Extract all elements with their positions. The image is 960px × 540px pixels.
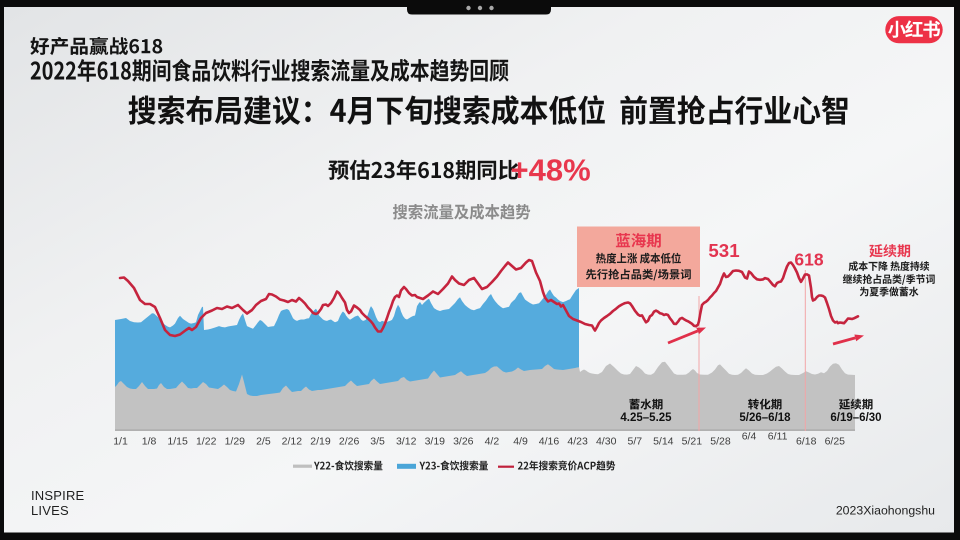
svg-text:6/19–6/30: 6/19–6/30 <box>830 412 881 424</box>
svg-text:3/26: 3/26 <box>453 436 474 448</box>
svg-text:5/14: 5/14 <box>653 436 674 448</box>
svg-text:3/19: 3/19 <box>425 436 446 448</box>
svg-text:INSPIRE: INSPIRE <box>31 488 85 503</box>
svg-text:6/25: 6/25 <box>825 436 846 448</box>
svg-text:LIVES: LIVES <box>31 503 69 518</box>
svg-text:1/15: 1/15 <box>167 436 188 448</box>
svg-text:4.25–5.25: 4.25–5.25 <box>620 412 672 424</box>
svg-text:4/2: 4/2 <box>485 436 500 448</box>
svg-text:1/22: 1/22 <box>196 436 217 448</box>
svg-text:6/11: 6/11 <box>768 431 788 443</box>
svg-text:2/26: 2/26 <box>339 436 360 448</box>
svg-text:5/26–6/18: 5/26–6/18 <box>739 412 791 424</box>
svg-text:4/23: 4/23 <box>567 436 588 448</box>
svg-text:4/16: 4/16 <box>539 436 560 448</box>
svg-text:5/28: 5/28 <box>710 436 731 448</box>
svg-text:1/29: 1/29 <box>225 436 246 448</box>
svg-text:6/18: 6/18 <box>796 436 817 448</box>
svg-text:618: 618 <box>794 250 823 270</box>
svg-text:531: 531 <box>708 240 739 261</box>
svg-text:2/19: 2/19 <box>310 436 331 448</box>
svg-text:2023Xiaohongshu: 2023Xiaohongshu <box>836 504 935 518</box>
svg-text:5/21: 5/21 <box>682 436 703 448</box>
svg-text:1/1: 1/1 <box>113 436 128 448</box>
svg-text:+48%: +48% <box>511 153 591 188</box>
svg-text:4/30: 4/30 <box>596 436 617 448</box>
svg-text:6/4: 6/4 <box>742 431 757 443</box>
svg-text:3/5: 3/5 <box>370 436 385 448</box>
svg-text:2/5: 2/5 <box>256 436 271 448</box>
svg-text:4/9: 4/9 <box>513 436 528 448</box>
svg-text:1/8: 1/8 <box>142 436 157 448</box>
svg-text:3/12: 3/12 <box>396 436 417 448</box>
svg-text:5/7: 5/7 <box>627 436 642 448</box>
svg-text:2/12: 2/12 <box>282 436 303 448</box>
